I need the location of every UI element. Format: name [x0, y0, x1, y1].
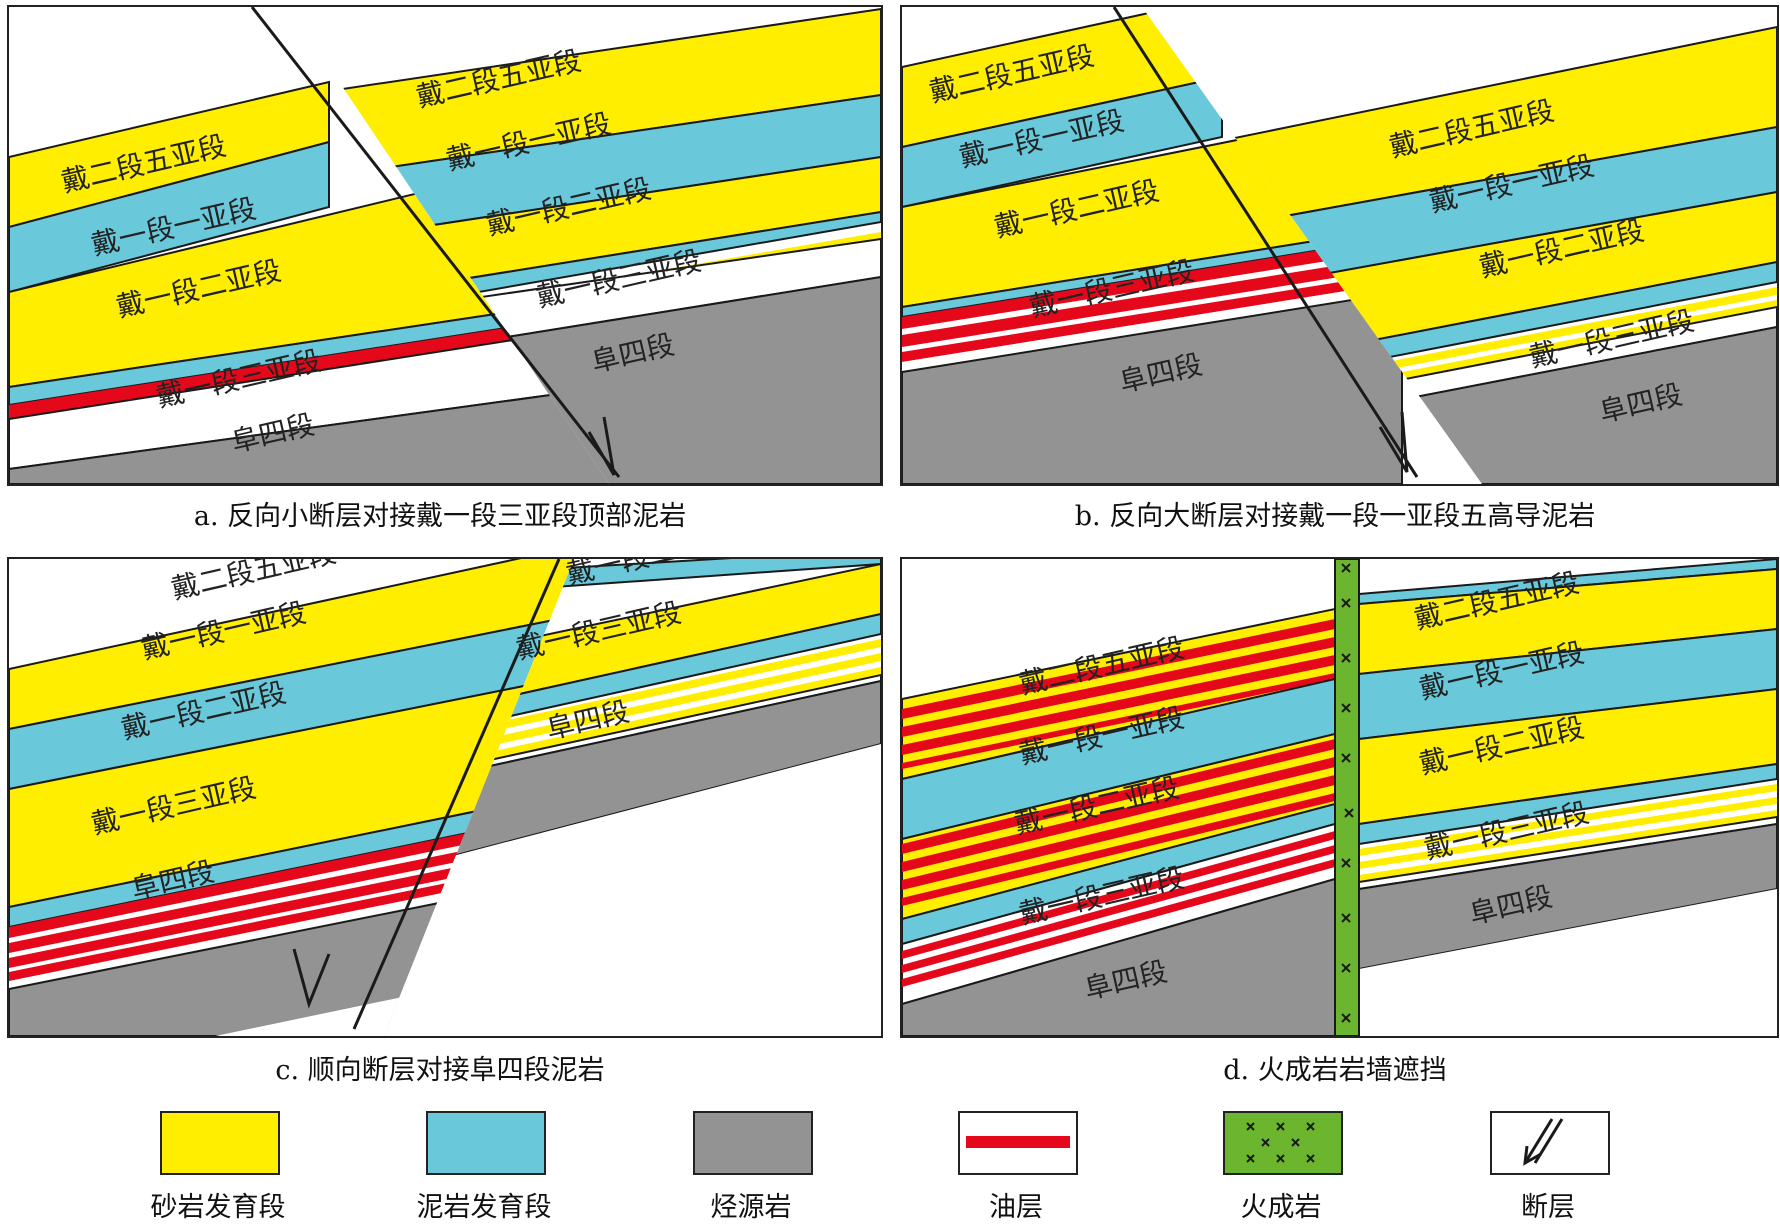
- panel-b: 戴二段五亚段 戴一段一亚段 戴一段二亚段 戴一段三亚段 阜四段 戴二段五亚段 戴…: [900, 5, 1779, 486]
- c-left-oil-1: [9, 804, 574, 938]
- b-right-d2-5: [1142, 25, 1777, 244]
- sandstone-swatch: [160, 1111, 280, 1175]
- igneous-dike-crosses: [1341, 563, 1354, 1023]
- fault-symbol: [1523, 1118, 1564, 1166]
- legend-label-fault: 断层: [1521, 1192, 1575, 1223]
- c-left-mud: [9, 782, 574, 929]
- d-left-f4: [902, 877, 1335, 1036]
- caption-b: b. 反向大断层对接戴一段一亚段五高导泥岩: [1074, 501, 1596, 532]
- b-fault-arrow: [1378, 411, 1409, 473]
- d-right-mud-top: [1359, 559, 1777, 606]
- d-left-mud: [902, 802, 1335, 946]
- b-left-d1-1: [902, 75, 1223, 209]
- d-left-d1-2-oil-stripes: [902, 739, 1335, 906]
- igneous-rock-swatch: [1223, 1111, 1343, 1175]
- mudstone-swatch: [426, 1111, 546, 1175]
- c-fault-arrow: [292, 948, 331, 1009]
- d-right-yellow-1: [1359, 784, 1777, 856]
- legend-label-source-rock: 烃源岩: [710, 1192, 792, 1223]
- oil-layer-swatch: [958, 1111, 1078, 1175]
- legend-label-mudstone: 泥岩发育段: [416, 1192, 552, 1223]
- c-fault-line: [352, 559, 561, 1030]
- caption-c: c. 顺向断层对接阜四段泥岩: [275, 1055, 605, 1086]
- panel-a: 戴二段五亚段 戴一段一亚段 戴一段二亚段 戴一段三亚段 阜四段 戴二段五亚段 戴…: [7, 5, 883, 486]
- c-left-d1-1: [9, 607, 574, 791]
- d-right-d1-1: [1359, 627, 1777, 741]
- b-left-f4: [902, 290, 1403, 484]
- legend-label-sandstone: 砂岩发育段: [150, 1192, 286, 1223]
- b-left-d1-3-white: [902, 282, 1402, 372]
- b-left-oil-2: [902, 255, 1402, 347]
- caption-a: a. 反向小断层对接戴一段三亚段顶部泥岩: [193, 501, 687, 532]
- legend-label-oil-layer: 油层: [989, 1192, 1043, 1223]
- c-left-d1-2: [9, 667, 574, 909]
- b-left-oil-3: [902, 272, 1402, 362]
- d-right-d2-5: [1359, 567, 1777, 676]
- caption-d: d. 火成岩岩墙遮挡: [1223, 1055, 1447, 1086]
- panel-d-diagram: 戴二段五亚段 戴一段一亚段 戴一段二亚段 戴一段三亚段 阜四段 戴二段五亚段 戴…: [902, 559, 1777, 1036]
- legend-label-igneous-rock: 火成岩: [1240, 1192, 1322, 1223]
- c-label-d2-5-left: 戴二段五亚段: [168, 559, 339, 606]
- c-right-yellow-3: [384, 667, 881, 783]
- a-left-mud-thin: [9, 295, 609, 407]
- a-right-d1-1: [289, 93, 881, 249]
- a-fault-arrow: [587, 416, 616, 476]
- c-right-d1-3-white: [384, 673, 881, 791]
- d-left-d1-1: [902, 677, 1335, 841]
- igneous-cross-pattern: [1246, 1122, 1315, 1163]
- a-fault-line: [250, 7, 621, 478]
- c-right-base-white: [384, 744, 881, 1036]
- c-left-d2-5: [9, 559, 574, 731]
- a-left-f4: [9, 385, 609, 484]
- panel-b-diagram: 戴二段五亚段 戴一段一亚段 戴一段二亚段 戴一段三亚段 阜四段 戴二段五亚段 戴…: [902, 7, 1777, 484]
- d-right-yellow-2: [1359, 797, 1777, 869]
- fault-icon: [1490, 1111, 1610, 1175]
- a-right-d2-5: [289, 7, 881, 184]
- panel-c: 戴二段五亚段 戴一段一亚段 戴一段二亚段 戴一段三亚段 阜四段 戴一段二亚段 戴…: [7, 557, 883, 1038]
- source-rock-swatch: [693, 1111, 813, 1175]
- d-right-yellow-3: [1359, 810, 1777, 882]
- b-fault-line: [1112, 7, 1419, 478]
- igneous-dike: [1334, 559, 1360, 1036]
- c-right-yellow-1: [384, 639, 881, 755]
- d-right-d1-2: [1359, 687, 1777, 826]
- d-left-d2-5-oil-stripes: [902, 619, 1335, 769]
- d-right-base-white: [1359, 889, 1777, 1036]
- c-right-f4: [384, 679, 881, 876]
- c-right-yellow-2: [384, 653, 881, 769]
- panel-a-diagram: 戴二段五亚段 戴一段一亚段 戴一段二亚段 戴一段三亚段 阜四段 戴二段五亚段 戴…: [9, 7, 881, 484]
- panel-d: 戴二段五亚段 戴一段一亚段 戴一段二亚段 戴一段三亚段 阜四段 戴二段五亚段 戴…: [900, 557, 1779, 1038]
- d-left-d1-3-oil-stripes: [902, 831, 1335, 987]
- d-right-f4: [1359, 822, 1777, 971]
- oil-layer-bar: [966, 1136, 1070, 1148]
- panel-c-diagram: 戴二段五亚段 戴一段一亚段 戴一段二亚段 戴一段三亚段 阜四段 戴一段二亚段 戴…: [9, 559, 881, 1036]
- a-left-d1-1: [9, 140, 330, 294]
- d-right-d1-3-white: [1359, 815, 1777, 891]
- a-left-oil-band: [9, 312, 609, 419]
- a-left-d1-3: [9, 323, 609, 471]
- d-right-mud: [1359, 762, 1777, 846]
